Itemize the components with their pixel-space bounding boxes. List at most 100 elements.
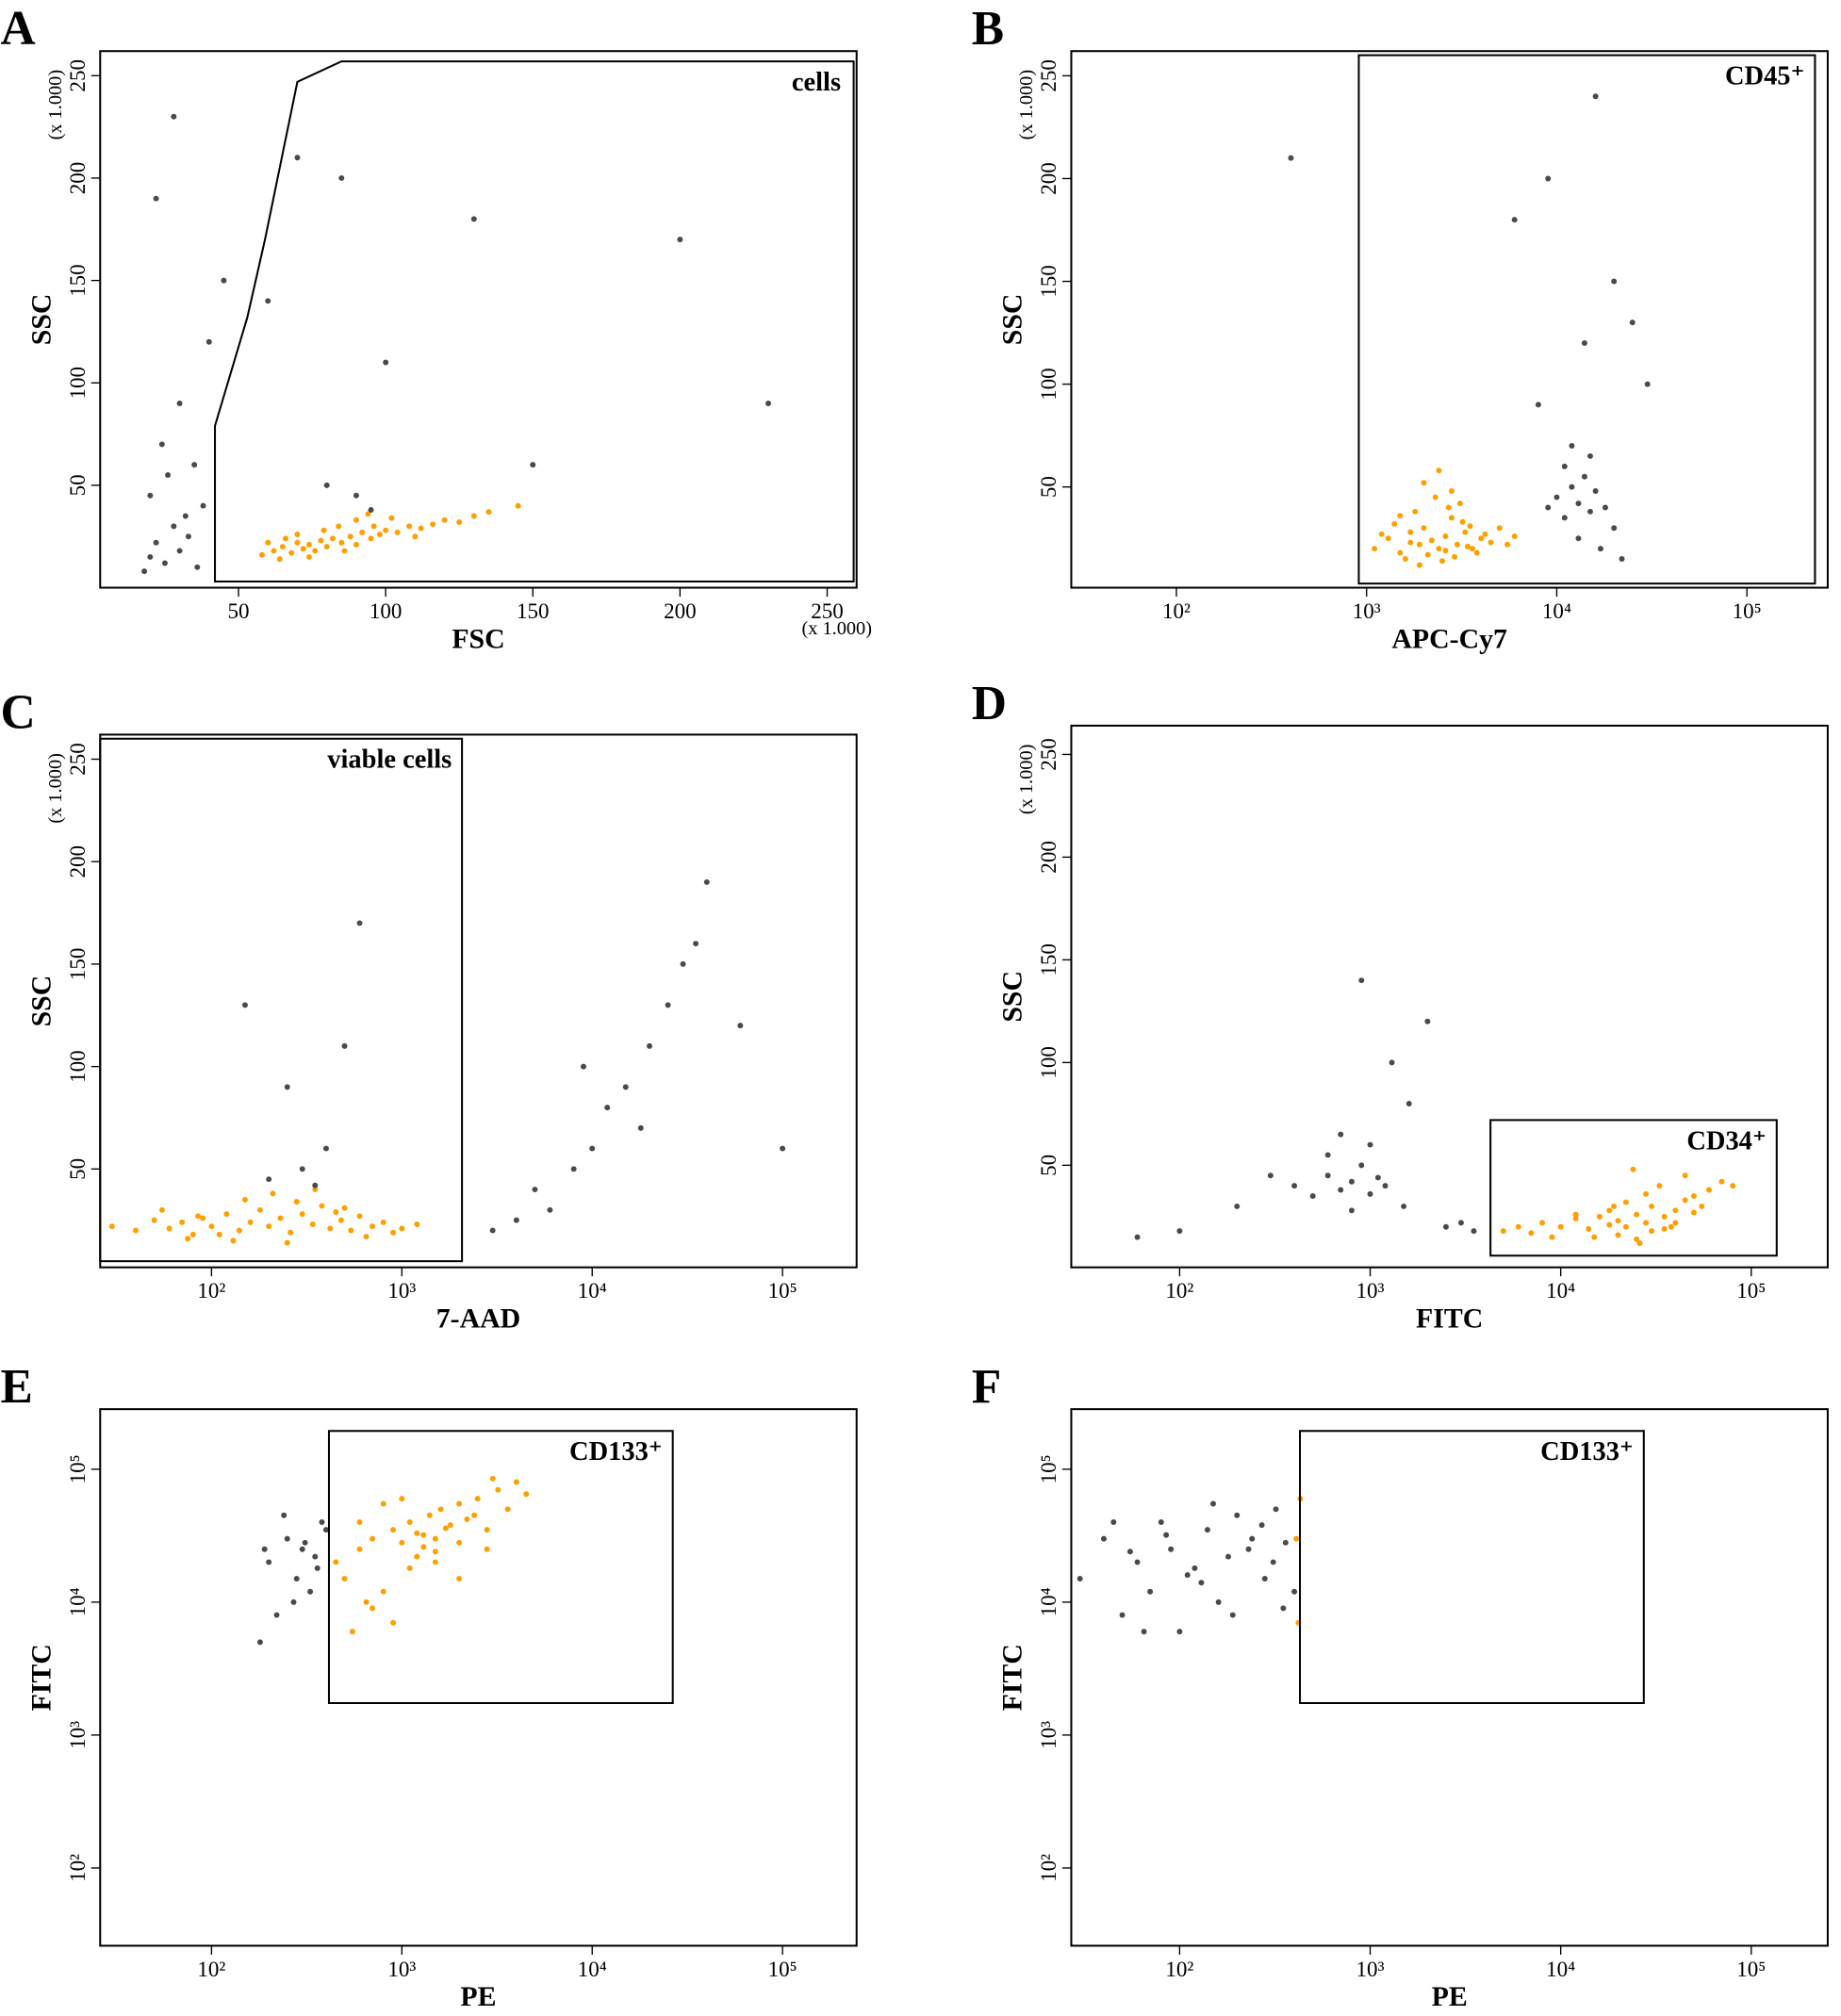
data-point xyxy=(1597,546,1603,552)
data-point xyxy=(1606,1221,1613,1228)
data-point xyxy=(1184,1572,1191,1579)
x-tick-label: 10⁵ xyxy=(1736,1278,1766,1303)
data-point xyxy=(319,1518,325,1525)
data-point xyxy=(108,1223,115,1230)
gate-label: CD133⁺ xyxy=(569,1437,663,1467)
data-point xyxy=(437,1506,444,1513)
data-point xyxy=(1134,1234,1141,1240)
data-point xyxy=(329,535,336,542)
data-point xyxy=(321,527,327,533)
data-point xyxy=(1215,1598,1222,1605)
data-point xyxy=(1389,1059,1395,1066)
data-point xyxy=(370,523,377,530)
data-point xyxy=(390,1527,397,1533)
data-point xyxy=(363,1234,370,1240)
gate-label: CD133⁺ xyxy=(1540,1437,1634,1467)
data-point xyxy=(447,1522,453,1529)
data-point xyxy=(1448,488,1455,494)
data-point xyxy=(1682,1172,1688,1179)
data-point xyxy=(1464,543,1471,549)
x-tick-label: 10² xyxy=(1162,598,1191,623)
data-point xyxy=(305,541,312,548)
data-point xyxy=(368,535,374,542)
data-point xyxy=(327,1225,334,1232)
data-point xyxy=(1421,480,1427,486)
data-point xyxy=(191,462,198,468)
data-point xyxy=(1718,1178,1725,1185)
data-point xyxy=(179,1219,186,1225)
data-point xyxy=(1471,1228,1477,1235)
data-point xyxy=(1382,1183,1389,1189)
data-point xyxy=(322,1145,329,1152)
y-tick-label: 10⁴ xyxy=(65,1587,90,1616)
data-point xyxy=(284,1239,290,1246)
data-point xyxy=(166,1225,173,1232)
data-point xyxy=(1077,1576,1083,1582)
data-point xyxy=(1457,1220,1464,1226)
x-tick-label: 10⁴ xyxy=(1546,1278,1575,1303)
data-point xyxy=(368,506,374,513)
data-point xyxy=(266,1176,272,1183)
data-point xyxy=(353,516,359,523)
data-point xyxy=(1397,513,1404,519)
data-point xyxy=(1473,549,1480,556)
data-point xyxy=(1630,1166,1636,1172)
data-point xyxy=(1367,1190,1373,1197)
data-point xyxy=(299,1211,305,1218)
data-point xyxy=(1482,531,1488,537)
gate-label: CD45⁺ xyxy=(1725,62,1805,91)
data-point xyxy=(241,1196,248,1203)
data-point xyxy=(1445,504,1452,511)
x-tick-label: 10⁴ xyxy=(1546,1957,1575,1981)
data-point xyxy=(266,1223,272,1230)
data-point xyxy=(241,1002,248,1008)
panel-letter: A xyxy=(1,2,36,56)
data-point xyxy=(1338,1131,1344,1138)
data-point xyxy=(1611,278,1618,285)
x-tick-label: 10³ xyxy=(1356,1278,1385,1303)
data-point xyxy=(265,539,271,546)
data-point xyxy=(1428,537,1435,544)
x-tick-label: 150 xyxy=(517,598,550,623)
data-point xyxy=(353,541,359,548)
data-point xyxy=(266,1559,272,1565)
plot-frame xyxy=(99,1408,858,1947)
data-point xyxy=(456,1500,463,1507)
data-point xyxy=(414,1221,420,1227)
data-point xyxy=(176,400,183,406)
data-point xyxy=(299,1166,305,1172)
data-point xyxy=(1581,339,1587,346)
data-point xyxy=(318,537,324,544)
data-point xyxy=(432,1559,438,1565)
data-point xyxy=(1110,1518,1117,1525)
data-point xyxy=(288,549,295,556)
data-point xyxy=(604,1105,611,1111)
data-point xyxy=(380,1219,386,1225)
data-point xyxy=(1569,484,1575,490)
data-point xyxy=(270,1190,276,1197)
data-point xyxy=(1682,1197,1688,1204)
data-point xyxy=(1358,977,1365,984)
y-axis-label: FITC xyxy=(25,1644,57,1711)
data-point xyxy=(208,1223,215,1230)
data-point xyxy=(1249,1535,1256,1542)
data-point xyxy=(147,553,154,560)
data-point xyxy=(341,548,348,554)
data-point xyxy=(359,529,366,535)
data-point xyxy=(474,1496,481,1502)
data-point xyxy=(1649,1228,1655,1235)
data-point xyxy=(504,1506,511,1513)
data-point xyxy=(319,1203,325,1209)
y-tick-label: 200 xyxy=(1036,162,1060,195)
panel-letter: C xyxy=(1,685,36,739)
x-axis-label: APC-Cy7 xyxy=(1391,623,1507,654)
data-point xyxy=(1462,529,1469,535)
x-tick-label: 10⁵ xyxy=(768,1278,797,1303)
data-point xyxy=(442,1525,449,1532)
x-tick-label: 10⁵ xyxy=(768,1957,797,1981)
data-point xyxy=(432,1549,438,1555)
data-point xyxy=(1168,1546,1175,1552)
data-point xyxy=(1309,1193,1316,1200)
data-point xyxy=(259,551,265,558)
x-axis-label: PE xyxy=(1432,1981,1468,2012)
